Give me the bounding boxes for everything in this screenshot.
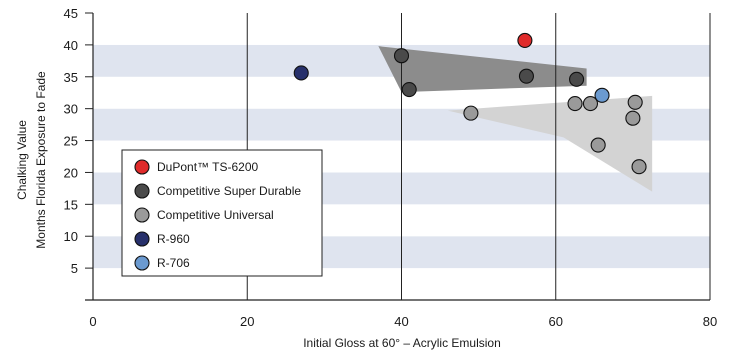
data-point: [631, 159, 647, 175]
y-tick-label: 30: [64, 102, 78, 117]
y-axis-title-line1: Chalking Value: [15, 120, 29, 200]
data-point: [463, 105, 479, 121]
legend-label: R-706: [157, 256, 190, 270]
legend-marker: [134, 183, 150, 199]
legend-marker: [134, 255, 150, 271]
data-point: [401, 81, 417, 98]
legend-label: R-960: [157, 232, 190, 246]
y-tick-label: 20: [64, 165, 78, 180]
data-points: [293, 32, 647, 175]
y-tick-label: 5: [71, 261, 78, 276]
y-tick-label: 25: [64, 134, 78, 149]
universal-region: [447, 95, 653, 192]
legend-label: DuPont™ TS-6200: [157, 160, 258, 174]
x-tick-label: 20: [240, 314, 254, 329]
legend-box: [121, 149, 323, 277]
x-axis-ticks: 0 20 40 60 80: [89, 314, 717, 329]
legend-label: Competitive Universal: [157, 208, 274, 222]
x-tick-label: 40: [394, 314, 408, 329]
data-point: [590, 137, 606, 153]
legend-marker: [134, 231, 150, 247]
data-point: [567, 96, 583, 112]
x-tick-label: 0: [89, 314, 96, 329]
x-axis-title: Initial Gloss at 60° – Acrylic Emulsion: [303, 336, 501, 350]
y-tick-label: 45: [64, 6, 78, 21]
x-tick-label: 60: [549, 314, 563, 329]
data-point: [569, 71, 585, 87]
data-point: [293, 65, 309, 81]
data-point: [625, 110, 641, 126]
data-point: [517, 32, 533, 48]
y-axis-title: Chalking Value Months Florida Exposure t…: [15, 71, 48, 249]
super-durable-region: [378, 46, 587, 93]
legend-marker: [134, 207, 150, 223]
y-tick-label: 10: [64, 229, 78, 244]
y-tick-label: 15: [64, 197, 78, 212]
data-point: [582, 96, 599, 112]
data-point: [594, 87, 610, 103]
legend-label: Competitive Super Durable: [157, 184, 301, 198]
data-point: [627, 94, 643, 110]
legend-marker: [134, 159, 150, 175]
y-tick-label: 35: [64, 70, 78, 85]
shaded-regions: [378, 46, 653, 192]
data-point: [518, 68, 534, 84]
x-tick-label: 80: [703, 314, 717, 329]
y-axis-ticks: 5 10 15 20 25 30 35 40 45: [64, 6, 78, 276]
y-axis-title-line2: Months Florida Exposure to Fade: [34, 71, 48, 249]
y-tick-label: 40: [64, 38, 78, 53]
data-point: [393, 48, 410, 64]
legend: DuPont™ TS-6200 Competitive Super Durable…: [121, 149, 323, 277]
